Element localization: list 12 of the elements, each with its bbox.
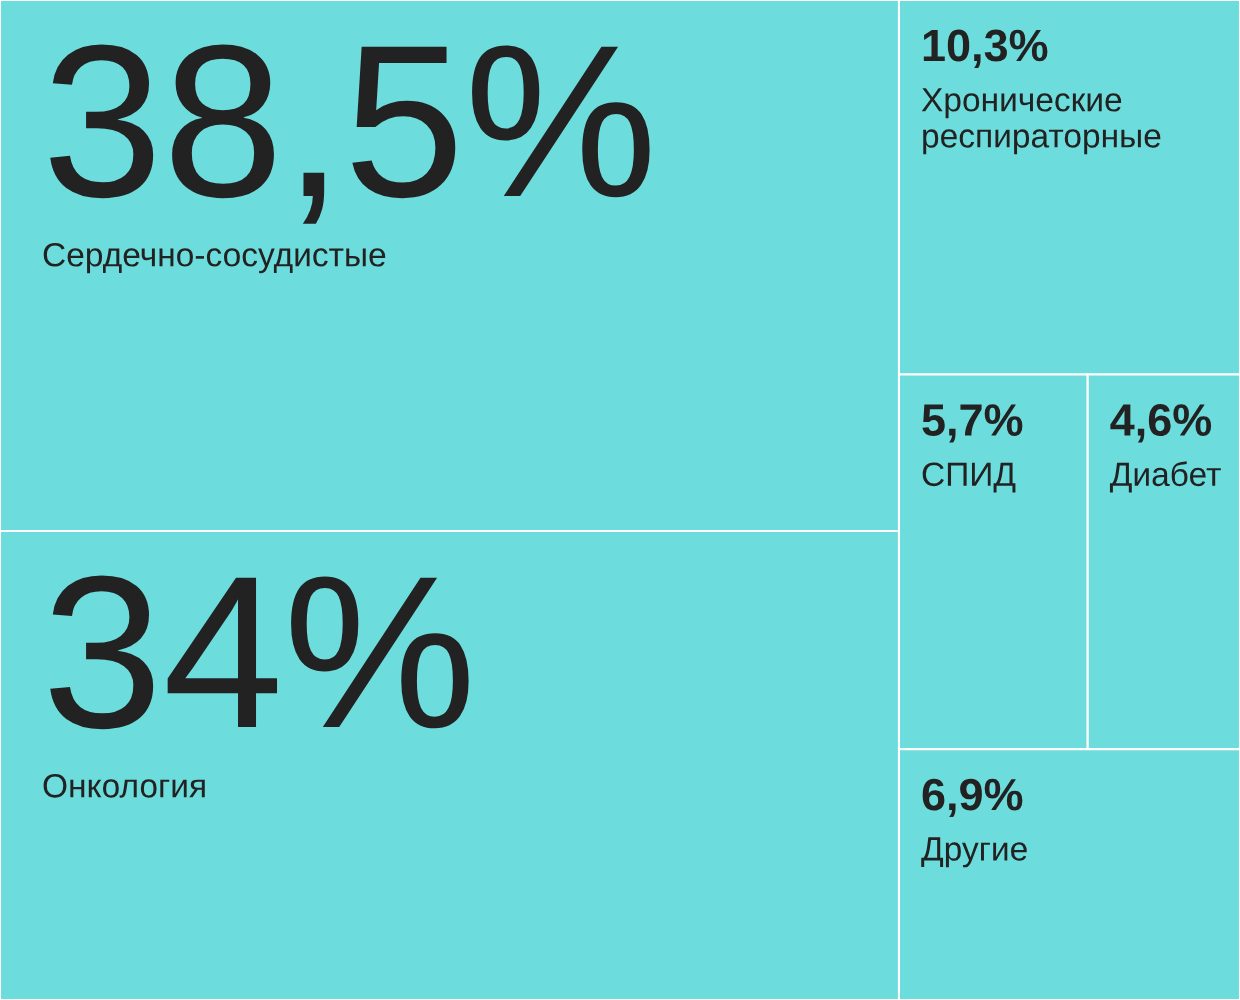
category-label: Другие (921, 837, 1027, 868)
data-label: 10,3% (923, 29, 1048, 68)
category-label: Хронические респираторные (921, 88, 1161, 155)
data-label: 5,7% (922, 404, 1023, 443)
category-label: СПИД (922, 462, 1016, 493)
category-label: Онкология (43, 773, 205, 798)
data-label: 38,5% (50, 44, 650, 224)
category-label: Сердечно-сосудистые (43, 242, 386, 274)
data-label: 34% (50, 575, 469, 730)
data-label: 6,9% (922, 778, 1023, 818)
data-label: 4,6% (1110, 404, 1212, 443)
category-label: Диабет (1109, 461, 1221, 493)
